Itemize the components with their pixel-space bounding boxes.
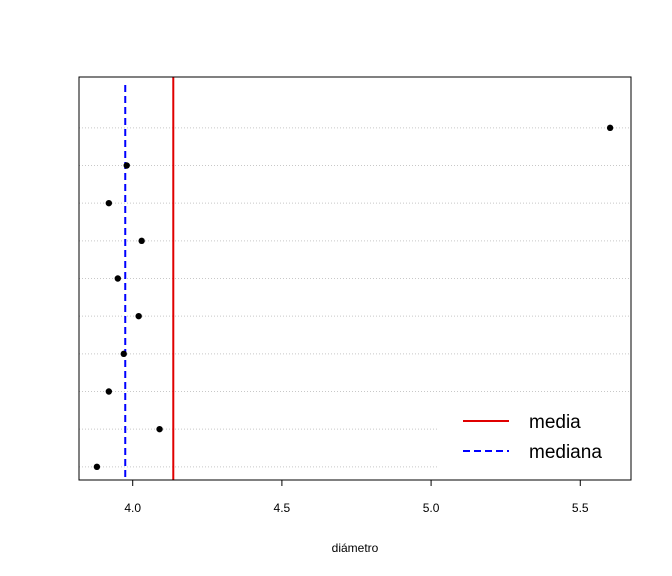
- x-axis: 4.0 4.5 5.0 5.5: [124, 480, 589, 515]
- x-tick-label: 5.5: [572, 501, 589, 515]
- x-tick-label: 4.0: [124, 501, 141, 515]
- data-point-7: [138, 237, 145, 245]
- reference-lines: [124, 77, 175, 480]
- grid-lines: [79, 127, 631, 468]
- data-points: [93, 124, 614, 471]
- x-tick-label: 4.5: [274, 501, 291, 515]
- legend-label-media: media: [529, 412, 581, 433]
- data-point-1: [93, 463, 101, 471]
- legend-label-mediana: mediana: [529, 442, 602, 463]
- data-point-3: [105, 388, 113, 395]
- data-point-8: [105, 199, 113, 207]
- data-point-6: [114, 275, 121, 282]
- data-point-9: [123, 162, 130, 169]
- data-point-2: [156, 425, 163, 433]
- x-tick-label: 5.0: [423, 501, 440, 515]
- x-axis-title: diámetro: [332, 541, 379, 555]
- plot-frame: [78, 76, 632, 481]
- data-point-5: [135, 312, 142, 320]
- data-point-4: [120, 350, 127, 358]
- legend: media mediana: [463, 412, 602, 463]
- data-point-10: [606, 124, 614, 132]
